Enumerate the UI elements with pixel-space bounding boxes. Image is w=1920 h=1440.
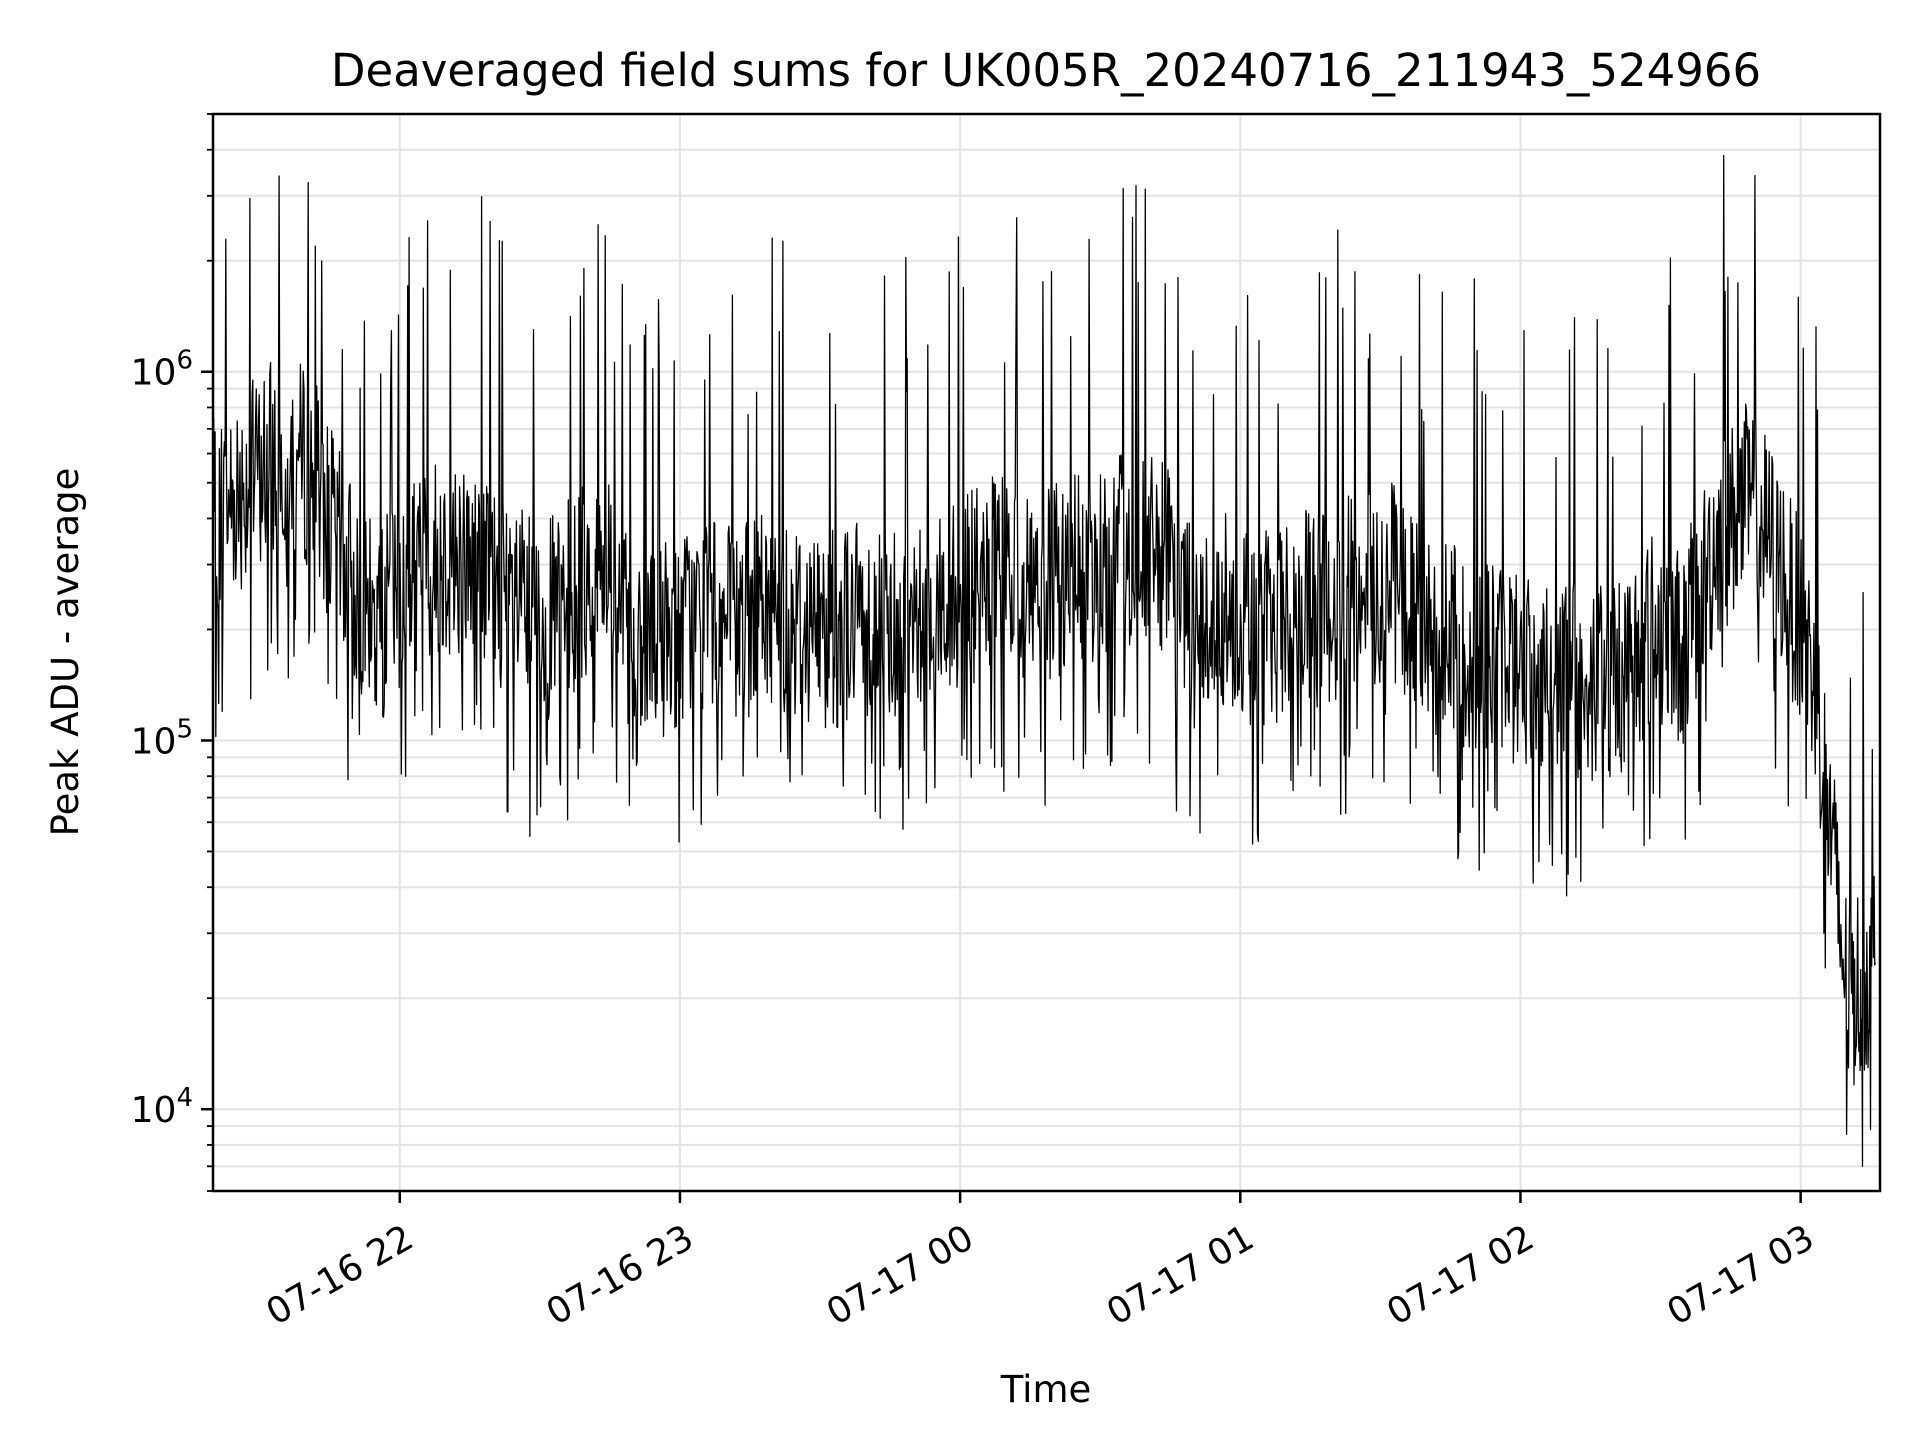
y-tick-label: 106: [131, 346, 193, 394]
x-tick-label: 07-17 03: [1660, 1217, 1821, 1333]
x-tick-label: 07-16 23: [540, 1217, 701, 1333]
y-axis-label: Peak ADU - average: [44, 468, 87, 837]
y-axis-ticks: 104 105 106: [131, 113, 213, 1192]
chart-title: Deaveraged field sums for UK005R_2024071…: [331, 44, 1761, 97]
y-tick-label: 104: [131, 1083, 193, 1131]
x-tick-label: 07-17 01: [1100, 1217, 1261, 1333]
x-axis-label: Time: [1000, 1368, 1092, 1411]
x-tick-label: 07-17 00: [820, 1217, 981, 1333]
plot-frame: [211, 112, 1882, 1193]
series-line: [212, 154, 1876, 1168]
y-tick-label: 105: [131, 714, 193, 762]
x-tick-label: 07-16 22: [260, 1217, 421, 1333]
x-axis-ticks: 07-16 22 07-16 23 07-17 00 07-17 01 07-17 02…: [260, 1191, 1821, 1334]
x-tick-label: 07-17 02: [1380, 1217, 1541, 1333]
